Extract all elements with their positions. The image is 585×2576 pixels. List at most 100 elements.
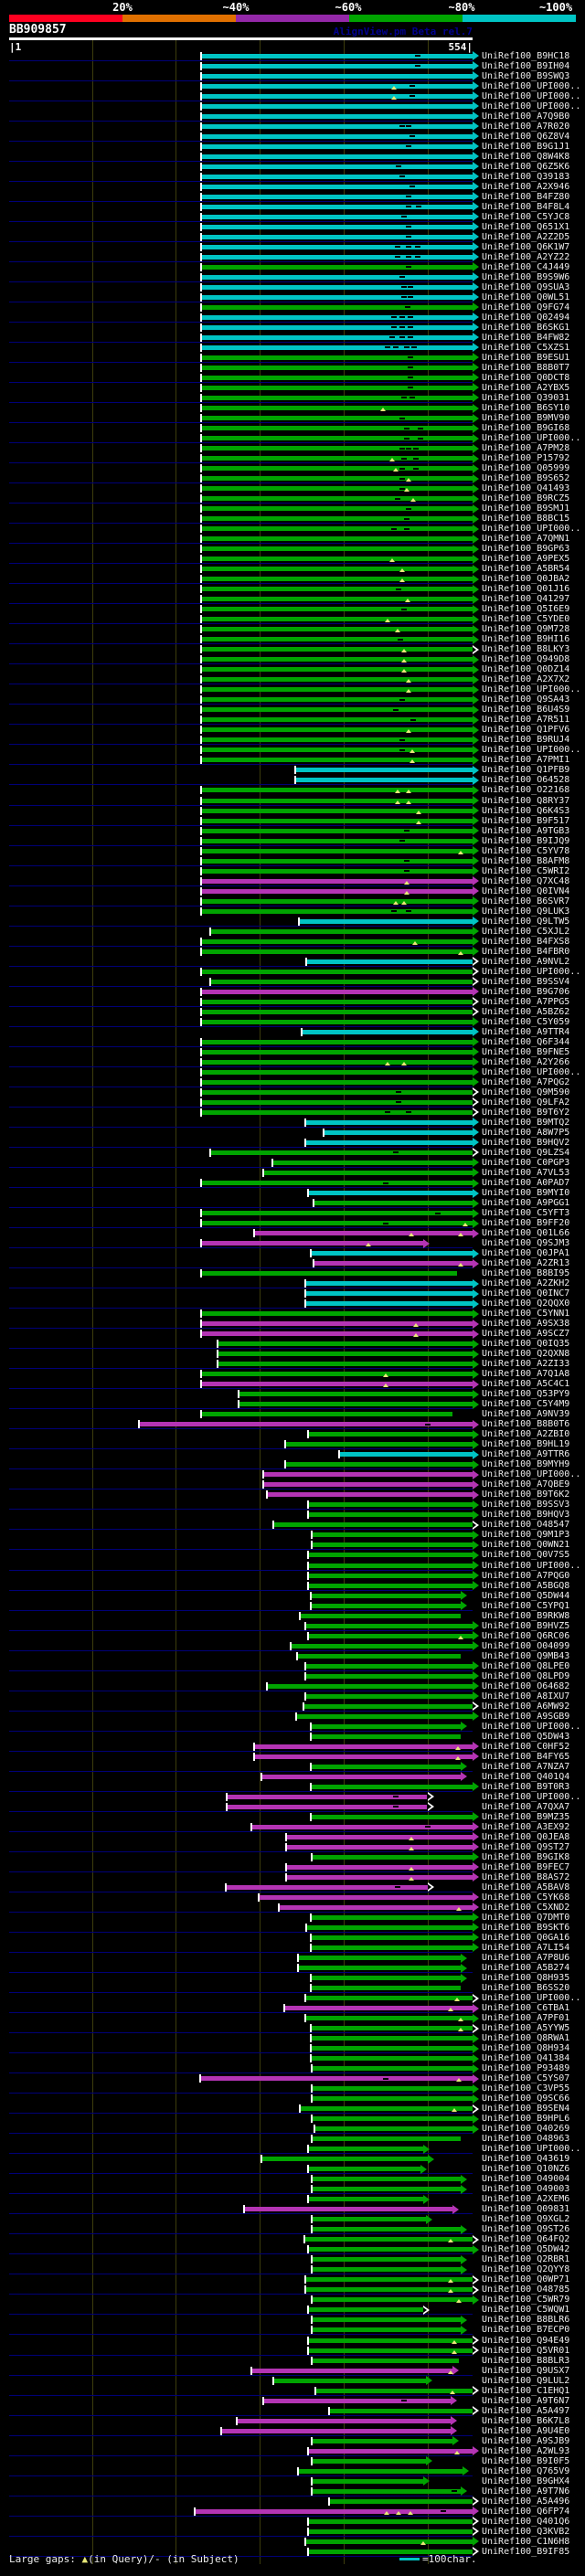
hit-label[interactable]: UniRef100_Q6K4S3 [482, 805, 570, 816]
hit-label[interactable]: UniRef100_A7QMN1 [482, 534, 570, 545]
hsp-bar[interactable] [308, 1553, 473, 1558]
hsp-bar[interactable] [201, 143, 473, 149]
hit-label[interactable]: UniRef100_Q6RC06 [482, 1630, 570, 1641]
hsp-bar[interactable] [304, 1140, 473, 1145]
hsp-bar[interactable] [201, 103, 473, 109]
hsp-bar[interactable] [308, 1563, 473, 1568]
hsp-bar[interactable] [201, 587, 473, 592]
hit-label[interactable]: UniRef100_Q10NZ6 [482, 2164, 570, 2175]
hit-label[interactable]: UniRef100_Q02494 [482, 312, 570, 323]
hit-label[interactable]: UniRef100_A7PQG0 [482, 1570, 570, 1581]
hsp-bar[interactable] [311, 1764, 462, 1769]
hsp-bar[interactable] [201, 244, 473, 249]
hit-label[interactable]: UniRef100_C5YFT3 [482, 1208, 570, 1218]
hit-label[interactable]: UniRef100_Q6K1W7 [482, 241, 570, 252]
hit-label[interactable]: UniRef100_UPI000.. [482, 1469, 581, 1480]
hit-label[interactable]: UniRef100_B9GHX4 [482, 2475, 570, 2486]
hit-label[interactable]: UniRef100_C5WRI2 [482, 865, 570, 876]
hsp-bar[interactable] [201, 758, 473, 763]
hit-label[interactable]: UniRef100_B9HQV2 [482, 1137, 570, 1148]
hsp-bar[interactable] [266, 1683, 473, 1689]
hit-label[interactable]: UniRef100_A0PAD7 [482, 1178, 570, 1188]
hit-label[interactable]: UniRef100_Q0GA16 [482, 1932, 570, 1943]
hsp-bar[interactable] [304, 1996, 473, 2000]
hit-label[interactable]: UniRef100_A7VL53 [482, 1167, 570, 1178]
hsp-bar[interactable] [201, 788, 473, 793]
hsp-bar[interactable] [201, 1321, 473, 1327]
hit-label[interactable]: UniRef100_C4J449 [482, 261, 570, 272]
hsp-bar[interactable] [304, 2016, 473, 2020]
hit-label[interactable]: UniRef100_Q9M1P3 [482, 1530, 570, 1541]
hit-label[interactable]: UniRef100_UPI000.. [482, 90, 581, 101]
hit-label[interactable]: UniRef100_O48785 [482, 2284, 570, 2295]
hsp-bar[interactable] [201, 365, 473, 370]
hit-label[interactable]: UniRef100_A2YBX5 [482, 382, 570, 393]
hsp-bar[interactable] [272, 2378, 426, 2383]
hsp-bar[interactable] [311, 1976, 462, 1980]
hit-label[interactable]: UniRef100_O64682 [482, 1680, 570, 1691]
hit-label[interactable]: UniRef100_A7PMI1 [482, 755, 570, 766]
hsp-bar[interactable] [201, 798, 473, 803]
hit-label[interactable]: UniRef100_B9FEC7 [482, 1861, 570, 1872]
hit-label[interactable]: UniRef100_B9I0F5 [482, 2455, 570, 2466]
hit-label[interactable]: UniRef100_B6SKG1 [482, 322, 570, 333]
hsp-bar[interactable] [304, 1119, 473, 1125]
hsp-bar[interactable] [201, 938, 473, 944]
hit-label[interactable]: UniRef100_C1N6H8 [482, 2536, 570, 2547]
hit-label[interactable]: UniRef100_Q2QXN8 [482, 1349, 570, 1360]
hit-label[interactable]: UniRef100_A9TTR6 [482, 1449, 570, 1460]
hit-label[interactable]: UniRef100_UPI000.. [482, 1791, 581, 1802]
hsp-bar[interactable] [201, 1099, 473, 1105]
hsp-bar[interactable] [308, 1191, 473, 1195]
hit-label[interactable]: UniRef100_Q651X1 [482, 221, 570, 232]
hit-label[interactable]: UniRef100_B6U4S9 [482, 705, 570, 716]
hit-label[interactable]: UniRef100_O04099 [482, 1640, 570, 1651]
hit-label[interactable]: UniRef100_Q765V9 [482, 2465, 570, 2476]
hsp-bar[interactable] [312, 2458, 426, 2464]
hit-label[interactable]: UniRef100_B8AFM8 [482, 855, 570, 866]
hit-label[interactable]: UniRef100_B8B0T6 [482, 1419, 570, 1430]
hsp-bar[interactable] [201, 93, 473, 99]
hit-label[interactable]: UniRef100_Q401Q6 [482, 2516, 570, 2527]
hit-label[interactable]: UniRef100_Q8H935 [482, 1973, 570, 1983]
hit-label[interactable]: UniRef100_Q40269 [482, 2124, 570, 2135]
hit-label[interactable]: UniRef100_A9U4E0 [482, 2425, 570, 2436]
hsp-bar[interactable] [210, 1150, 473, 1155]
hsp-bar[interactable] [285, 1864, 473, 1870]
hit-label[interactable]: UniRef100_A2ZR13 [482, 1258, 570, 1269]
hsp-bar[interactable] [201, 496, 473, 502]
hsp-bar[interactable] [294, 768, 473, 773]
hit-label[interactable]: UniRef100_Q2RBR1 [482, 2254, 570, 2265]
hit-label[interactable]: UniRef100_UPI000.. [482, 1066, 581, 1077]
hsp-bar[interactable] [311, 1723, 462, 1729]
hsp-bar[interactable] [311, 1593, 462, 1598]
hit-label[interactable]: UniRef100_Q9LFA2 [482, 1097, 570, 1108]
hit-label[interactable]: UniRef100_B8BC15 [482, 514, 570, 525]
hit-label[interactable]: UniRef100_C0HF52 [482, 1741, 570, 1752]
hit-label[interactable]: UniRef100_B9HVZ5 [482, 1620, 570, 1631]
hsp-bar[interactable] [201, 747, 473, 753]
hsp-bar[interactable] [304, 1663, 473, 1669]
hit-label[interactable]: UniRef100_B9SSV4 [482, 976, 570, 987]
hit-label[interactable]: UniRef100_A5A496 [482, 2496, 570, 2507]
hit-label[interactable]: UniRef100_A2YZ22 [482, 251, 570, 262]
hsp-bar[interactable] [201, 737, 473, 743]
hit-label[interactable]: UniRef100_UPI000.. [482, 1993, 581, 2003]
hit-label[interactable]: UniRef100_UPI000.. [482, 684, 581, 695]
hit-label[interactable]: UniRef100_B9MZ35 [482, 1811, 570, 1822]
hsp-bar[interactable] [251, 2368, 452, 2373]
hsp-bar[interactable] [201, 214, 473, 219]
hsp-bar[interactable] [139, 1422, 473, 1427]
hit-label[interactable]: UniRef100_A2Z2D5 [482, 231, 570, 242]
hsp-bar[interactable] [201, 476, 473, 481]
hsp-bar[interactable] [201, 294, 473, 300]
hit-label[interactable]: UniRef100_C3VP55 [482, 2083, 570, 2094]
hit-label[interactable]: UniRef100_A2Y266 [482, 1056, 570, 1067]
hsp-bar[interactable] [201, 657, 473, 663]
hsp-bar[interactable] [304, 2287, 473, 2293]
hit-label[interactable]: UniRef100_Q41384 [482, 2053, 570, 2064]
hsp-bar[interactable] [314, 2126, 473, 2132]
hsp-bar[interactable] [312, 2438, 452, 2443]
hit-label[interactable]: UniRef100_B8BLR6 [482, 2315, 570, 2326]
hsp-bar[interactable] [201, 1372, 473, 1377]
